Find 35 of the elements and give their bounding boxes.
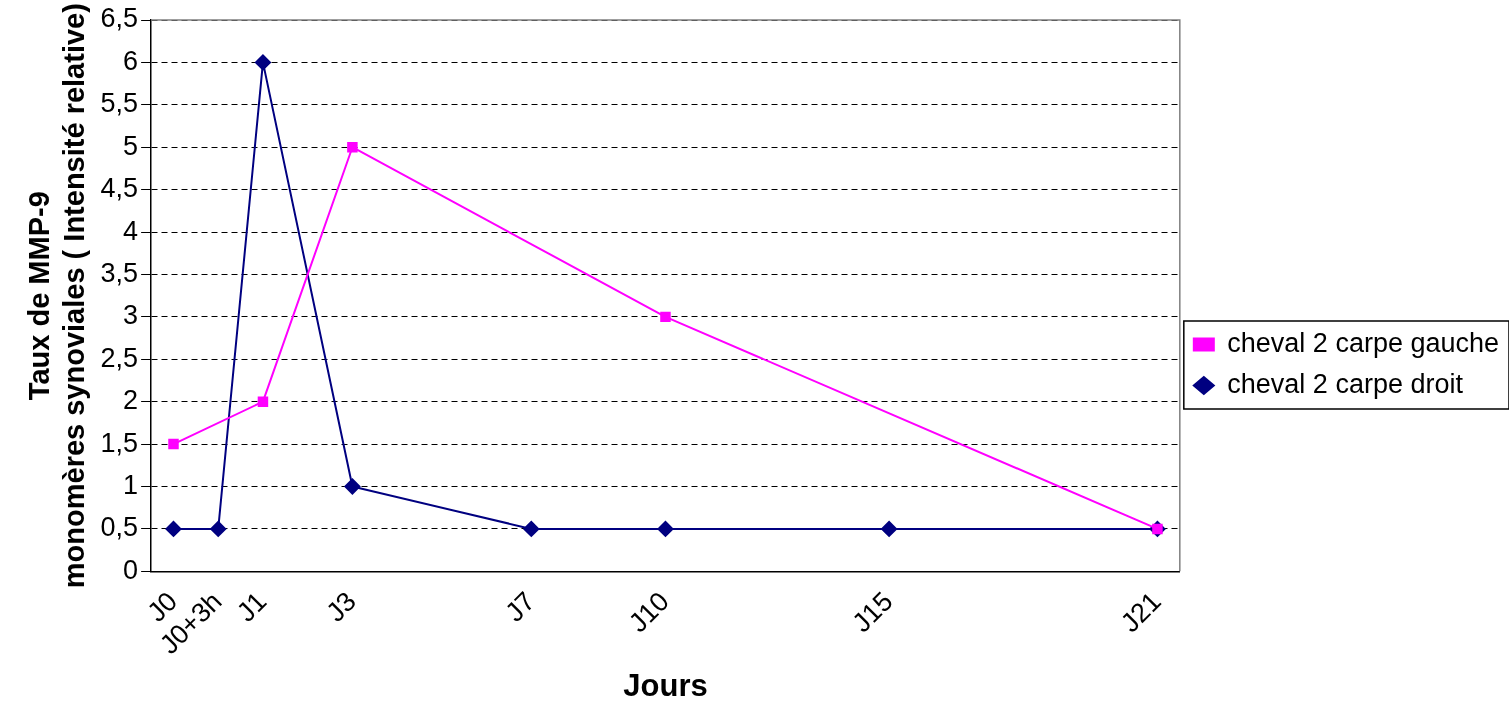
y-tick-label: 5,5 bbox=[100, 88, 139, 119]
point bbox=[168, 438, 179, 450]
point bbox=[660, 311, 671, 323]
y-tick-label: 2,5 bbox=[100, 342, 139, 373]
point bbox=[347, 141, 358, 153]
y-tick-label: 0 bbox=[123, 554, 139, 585]
point bbox=[210, 520, 227, 537]
x-tick-label: J21 bbox=[1114, 586, 1167, 639]
y-tick-label: 0,5 bbox=[100, 512, 139, 543]
point bbox=[254, 54, 271, 71]
x-tick-label: J15 bbox=[846, 586, 899, 639]
y-tick-label: 1 bbox=[123, 469, 139, 500]
x-tick-label: J7 bbox=[499, 586, 541, 628]
point bbox=[657, 520, 674, 537]
y-tick-label: 6 bbox=[123, 45, 139, 76]
y-tick-label: 3 bbox=[123, 300, 139, 331]
point bbox=[881, 520, 898, 537]
y-tick-label: 2 bbox=[123, 385, 139, 416]
y-tick-label: 6,5 bbox=[100, 3, 139, 34]
x-tick-label: J10 bbox=[622, 586, 675, 639]
y-tick-label: 4 bbox=[123, 215, 139, 246]
point bbox=[344, 478, 361, 495]
y-tick-label: 1,5 bbox=[100, 427, 139, 458]
point bbox=[523, 520, 540, 537]
y-axis-title: Taux de MMP-9 monomères synoviales ( Intensité relative) bbox=[23, 3, 91, 589]
point bbox=[257, 396, 269, 407]
legend-label: cheval 2 carpe gauche bbox=[1227, 327, 1499, 358]
y-tick-label: 5 bbox=[123, 130, 139, 161]
point bbox=[165, 520, 182, 537]
x-tick-label: J1 bbox=[231, 586, 273, 628]
x-axis-title: Jours bbox=[623, 667, 708, 703]
legend-label: cheval 2 carpe droit bbox=[1227, 368, 1464, 399]
x-tick-label: J3 bbox=[320, 586, 362, 628]
y-tick-label: 3,5 bbox=[100, 257, 139, 288]
y-tick-label: 4,5 bbox=[100, 173, 139, 204]
